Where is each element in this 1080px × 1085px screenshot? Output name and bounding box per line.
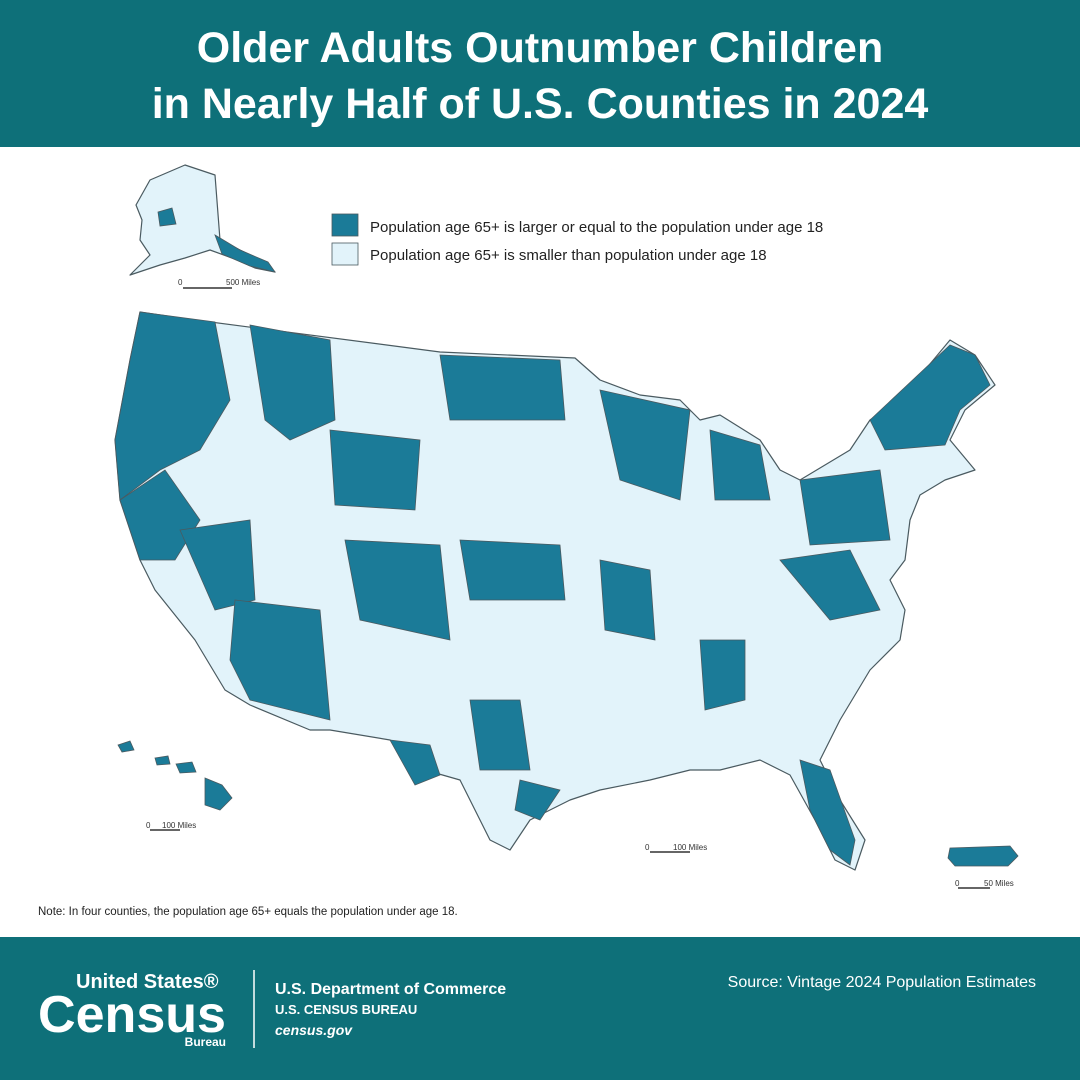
footer-band xyxy=(0,937,1080,1080)
contiguous-us xyxy=(114,311,996,871)
island xyxy=(154,755,171,766)
alaska-shape xyxy=(129,164,276,276)
alaska-region xyxy=(214,234,276,273)
scale-label: 0 xyxy=(645,843,650,852)
bureau: U.S. CENSUS BUREAU xyxy=(275,1002,417,1017)
county-group xyxy=(699,639,746,711)
legend-label: Population age 65+ is smaller than popul… xyxy=(370,247,767,264)
scale-label: 0 xyxy=(955,879,960,888)
header-band xyxy=(0,0,1080,147)
title-line: in Nearly Half of U.S. Counties in 2024 xyxy=(152,80,929,128)
island xyxy=(175,761,197,774)
logo-line: United States® xyxy=(76,971,219,993)
county-group xyxy=(249,324,336,441)
county-group xyxy=(514,779,561,821)
island xyxy=(117,740,135,753)
county-group xyxy=(709,429,771,501)
county-group xyxy=(229,599,331,721)
county-group xyxy=(599,389,691,501)
scale-label: 50 Miles xyxy=(984,879,1014,888)
legend-swatch xyxy=(331,213,359,237)
county-group xyxy=(799,469,891,546)
county-group xyxy=(344,539,451,641)
puerto-rico xyxy=(947,845,1019,867)
scale-label: 100 Miles xyxy=(162,821,196,830)
scale-label: 0 xyxy=(178,278,183,287)
legend-swatch xyxy=(331,242,359,266)
website: census.gov xyxy=(275,1022,353,1038)
alaska-region xyxy=(157,207,177,227)
county-group xyxy=(179,519,256,611)
logo-census: Census xyxy=(38,986,226,1044)
logo-line: Bureau xyxy=(185,1035,226,1049)
scale-label: 100 Miles xyxy=(673,843,707,852)
island xyxy=(204,777,233,811)
department: U.S. Department of Commerce xyxy=(275,981,506,998)
county-group xyxy=(389,739,441,786)
county-group xyxy=(329,429,421,511)
county-group xyxy=(869,344,991,451)
legend-label: Population age 65+ is larger or equal to… xyxy=(370,219,823,236)
county-group xyxy=(459,539,566,601)
source: Source: Vintage 2024 Population Estimate… xyxy=(728,974,1036,991)
county-group xyxy=(439,354,566,421)
county-group xyxy=(779,549,881,621)
alaska xyxy=(129,164,276,276)
county-group xyxy=(114,311,231,501)
scale-label: 0 xyxy=(146,821,151,830)
county-group xyxy=(599,559,656,641)
county-group xyxy=(469,699,531,771)
county-group xyxy=(799,759,856,866)
hawaii xyxy=(117,740,233,811)
title-line: Older Adults Outnumber Children xyxy=(197,24,883,72)
scale-label: 500 Miles xyxy=(226,278,260,287)
note: Note: In four counties, the population a… xyxy=(38,906,458,918)
